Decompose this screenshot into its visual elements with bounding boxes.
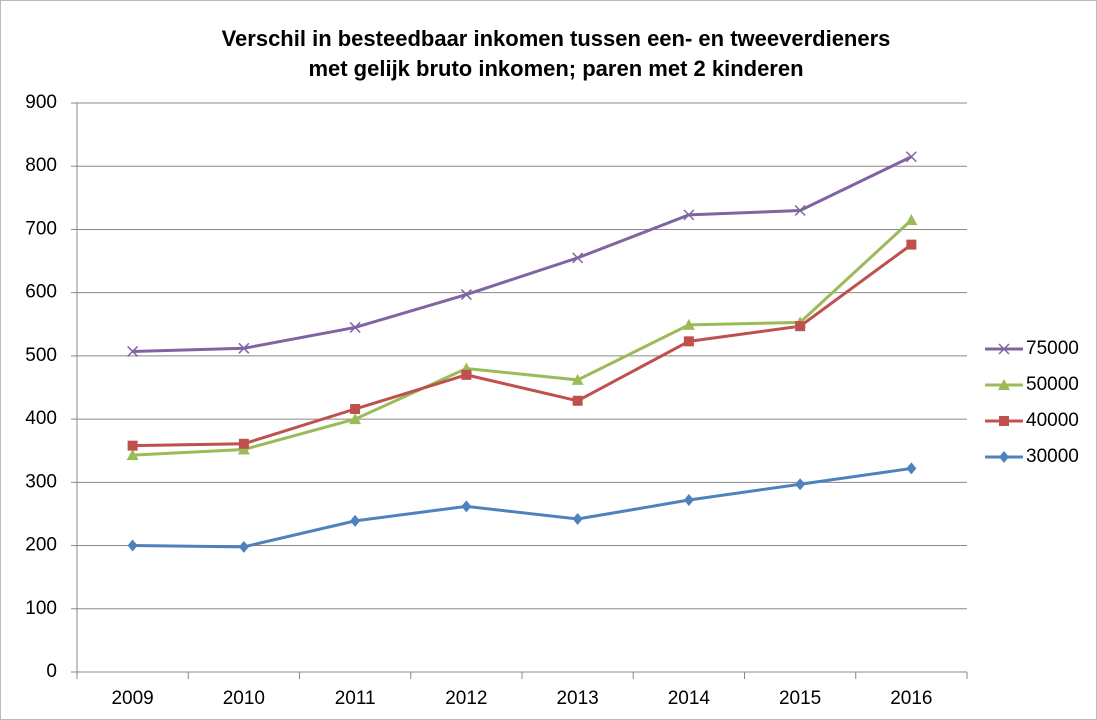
y-tick-label: 0 xyxy=(46,661,57,682)
marker xyxy=(795,478,806,491)
x-tick-label: 2016 xyxy=(890,688,932,709)
marker xyxy=(572,513,583,526)
marker xyxy=(238,342,250,354)
marker xyxy=(795,321,806,332)
y-tick-label: 200 xyxy=(25,535,57,556)
marker xyxy=(683,336,694,347)
marker xyxy=(999,416,1009,426)
marker xyxy=(350,403,361,414)
chart-title: Verschil in besteedbaar inkomen tussen e… xyxy=(222,26,891,51)
marker xyxy=(998,379,1010,390)
y-tick-label: 400 xyxy=(25,408,57,429)
series-line xyxy=(132,466,912,549)
series-line xyxy=(132,155,913,353)
x-tick-label: 2015 xyxy=(779,688,821,709)
marker xyxy=(127,440,138,451)
series-line xyxy=(132,243,913,448)
y-tick-label: 100 xyxy=(25,598,57,619)
y-tick-label: 600 xyxy=(25,282,57,303)
legend-label: 75000 xyxy=(1026,338,1079,359)
marker xyxy=(461,369,472,380)
marker xyxy=(349,413,362,425)
x-tick-label: 2010 xyxy=(223,688,265,709)
legend-label: 40000 xyxy=(1026,410,1079,431)
y-tick-label: 500 xyxy=(25,345,57,366)
x-tick-label: 2013 xyxy=(556,688,598,709)
marker xyxy=(460,289,472,301)
marker xyxy=(682,318,695,330)
marker xyxy=(794,204,806,217)
chart-title: met gelijk bruto inkomen; paren met 2 ki… xyxy=(308,56,803,81)
marker xyxy=(238,438,249,449)
marker xyxy=(572,252,584,264)
marker xyxy=(906,462,917,475)
marker xyxy=(683,494,694,507)
marker xyxy=(572,395,583,406)
marker xyxy=(127,345,139,357)
marker xyxy=(127,539,138,552)
marker xyxy=(349,321,361,333)
marker xyxy=(126,449,139,461)
y-tick-label: 300 xyxy=(25,471,57,492)
marker xyxy=(906,239,917,250)
marker xyxy=(461,500,472,513)
marker xyxy=(999,451,1009,463)
marker xyxy=(905,151,917,163)
x-tick-label: 2012 xyxy=(445,688,487,709)
marker xyxy=(998,343,1010,355)
x-tick-label: 2009 xyxy=(111,688,153,709)
x-tick-label: 2014 xyxy=(668,688,711,709)
marker xyxy=(350,514,361,527)
marker xyxy=(571,373,584,385)
marker xyxy=(238,540,249,553)
y-tick-label: 900 xyxy=(25,92,57,113)
x-tick-label: 2011 xyxy=(335,688,376,709)
legend-label: 50000 xyxy=(1026,374,1079,395)
y-tick-label: 700 xyxy=(25,218,57,239)
marker xyxy=(237,443,250,455)
y-tick-label: 800 xyxy=(25,155,57,176)
series-line xyxy=(132,218,913,457)
marker xyxy=(683,209,695,221)
marker xyxy=(905,213,918,225)
legend-label: 30000 xyxy=(1026,446,1079,467)
